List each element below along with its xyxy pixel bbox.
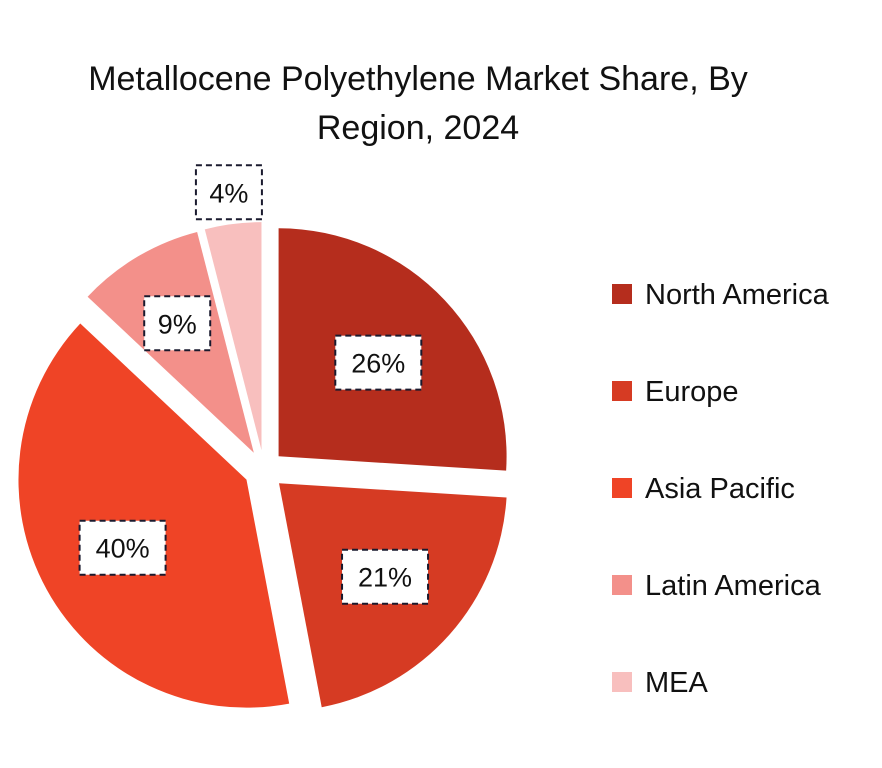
data-label-value: 26% <box>351 349 405 379</box>
data-label-box <box>334 334 423 391</box>
chart-title-line-2: Region, 2024 <box>317 109 519 147</box>
data-label-box <box>194 164 263 221</box>
legend-swatch <box>612 381 632 401</box>
pie-slice-asia-pacific <box>18 323 290 708</box>
legend-label: Asia Pacific <box>645 473 795 505</box>
data-label-box <box>143 295 212 352</box>
legend-label: Europe <box>645 376 739 408</box>
data-label-box <box>341 548 430 605</box>
legend-item-europe: Europe <box>612 376 739 408</box>
data-label-value: 21% <box>358 563 412 593</box>
data-label-box <box>78 519 167 576</box>
legend-swatch <box>612 284 632 304</box>
legend-label: North America <box>645 279 830 311</box>
legend-item-mea: MEA <box>612 667 709 699</box>
pie-slices <box>18 222 507 708</box>
pie-data-labels: 26% 21% 40% 9% 4% <box>78 164 430 605</box>
legend-label: MEA <box>645 667 709 699</box>
data-label-north-america: 26% <box>334 334 423 391</box>
legend: North America Europe Asia Pacific Latin Ame… <box>612 279 830 699</box>
data-label-europe: 21% <box>341 548 430 605</box>
data-label-value: 40% <box>96 534 150 564</box>
legend-label: Latin America <box>645 570 822 602</box>
data-label-value: 9% <box>158 309 197 339</box>
data-label-latin-america: 9% <box>143 295 212 352</box>
pie-slice-mea <box>204 222 262 451</box>
legend-item-north-america: North America <box>612 279 830 311</box>
legend-item-latin-america: Latin America <box>612 570 822 602</box>
data-label-mea: 4% <box>194 164 263 221</box>
data-label-value: 4% <box>209 178 248 208</box>
data-label-asia-pacific: 40% <box>78 519 167 576</box>
chart-title-line-1: Metallocene Polyethylene Market Share, B… <box>88 60 748 98</box>
legend-item-asia-pacific: Asia Pacific <box>612 473 795 505</box>
legend-swatch <box>612 672 632 692</box>
legend-swatch <box>612 478 632 498</box>
legend-swatch <box>612 575 632 595</box>
